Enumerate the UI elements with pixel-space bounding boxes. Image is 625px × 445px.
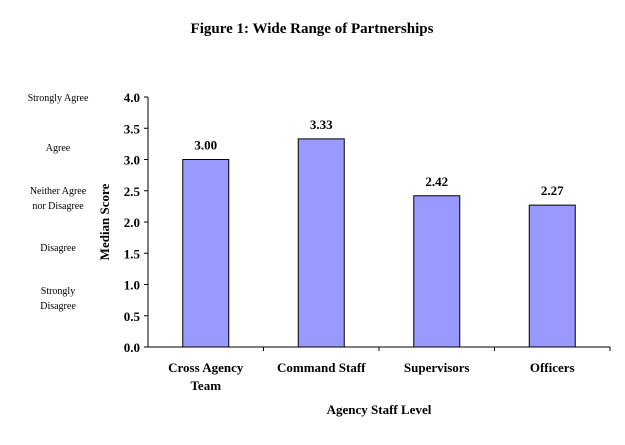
scale-label: Neither Agree	[30, 186, 87, 197]
y-tick-label: 3.0	[124, 153, 140, 168]
x-tick-label: Supervisors	[404, 360, 470, 375]
x-tick-label: Command Staff	[277, 360, 366, 375]
y-tick-label: 0.5	[124, 309, 141, 324]
scale-label: nor Disagree	[32, 201, 84, 212]
chart-title: Figure 1: Wide Range of Partnerships	[191, 21, 434, 37]
data-label: 2.42	[425, 174, 448, 189]
y-tick-label: 2.5	[124, 184, 141, 199]
bar	[413, 195, 461, 348]
y-tick-label: 1.0	[124, 278, 140, 293]
scale-label: Disagree	[40, 301, 76, 312]
scale-label: Strongly	[41, 286, 75, 297]
scale-label: Agree	[46, 143, 71, 154]
y-tick-label: 0.0	[124, 340, 140, 355]
y-tick-label: 3.5	[124, 121, 141, 136]
bar	[297, 138, 345, 348]
x-tick-label: Team	[190, 378, 221, 393]
data-label: 3.00	[194, 138, 217, 153]
y-tick-label: 4.0	[124, 90, 140, 105]
x-tick-label: Officers	[530, 360, 575, 375]
scale-label: Strongly Agree	[28, 93, 89, 104]
bar	[182, 159, 230, 348]
y-axis-label: Median Score	[97, 183, 112, 260]
y-tick-label: 1.5	[124, 246, 141, 261]
data-label: 2.27	[541, 183, 564, 198]
data-label: 3.33	[310, 117, 333, 132]
scale-label: Disagree	[40, 243, 76, 254]
x-axis-label: Agency Staff Level	[327, 402, 432, 417]
y-tick-label: 2.0	[124, 215, 140, 230]
x-tick-label: Cross Agency	[168, 360, 244, 375]
bar	[528, 204, 576, 348]
